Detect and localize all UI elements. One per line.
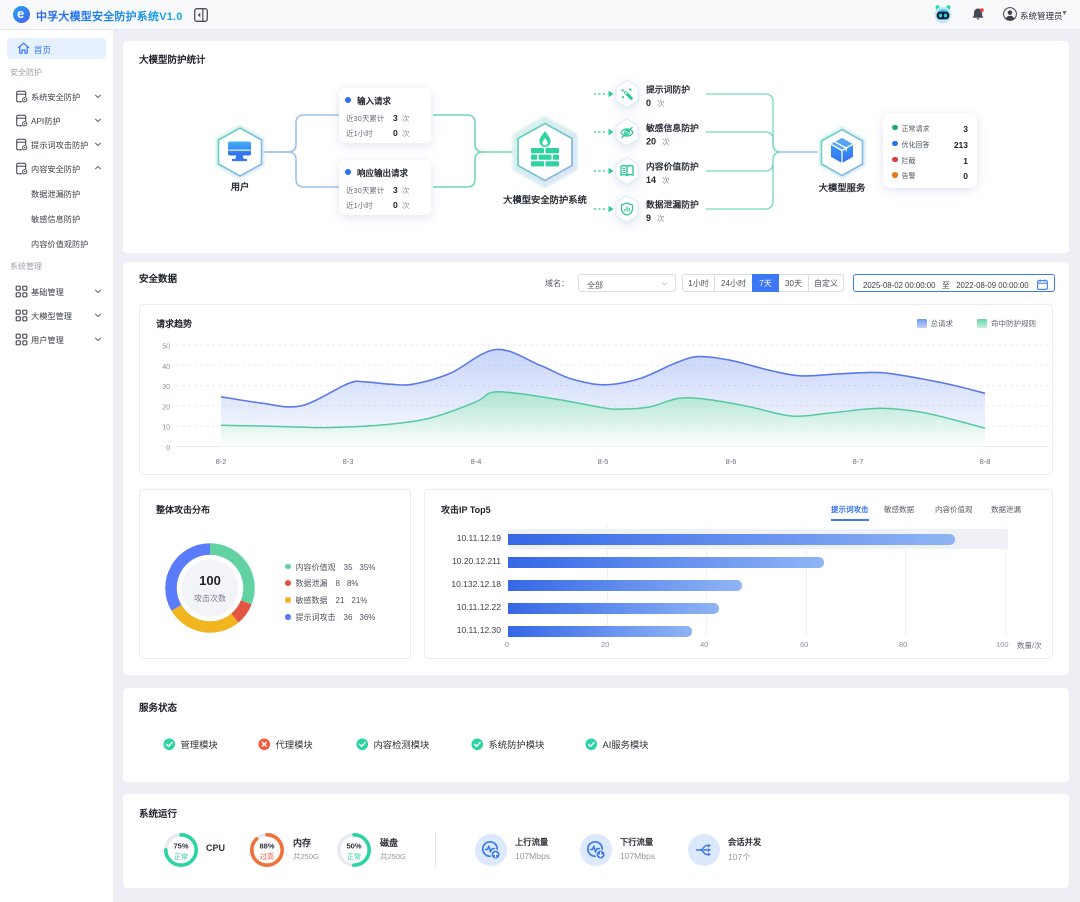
svg-text:8-6: 8-6	[726, 457, 737, 466]
svg-text:50%: 50%	[346, 842, 361, 851]
svg-text:过高: 过高	[260, 852, 274, 861]
svg-text:14次: 14 次	[646, 175, 670, 185]
svg-text:20次: 20 次	[646, 137, 670, 147]
svg-text:8-7: 8-7	[853, 457, 864, 466]
svg-text:8-2: 8-2	[216, 457, 227, 466]
svg-text:100: 100	[199, 573, 221, 588]
svg-text:8-3: 8-3	[343, 457, 354, 466]
svg-text:正常: 正常	[174, 852, 188, 861]
svg-text:用户: 用户	[230, 181, 250, 192]
svg-text:30: 30	[162, 384, 170, 391]
svg-text:内容价值防护: 内容价值防护	[646, 161, 699, 172]
svg-text:75%: 75%	[173, 842, 188, 851]
svg-text:0: 0	[166, 445, 170, 452]
svg-text:40: 40	[162, 364, 170, 371]
svg-text:提示词防护: 提示词防护	[646, 84, 690, 95]
svg-text:20: 20	[162, 404, 170, 411]
svg-text:50: 50	[162, 344, 170, 351]
svg-text:正常: 正常	[347, 852, 361, 861]
svg-text:8-4: 8-4	[471, 457, 482, 466]
svg-text:88%: 88%	[259, 842, 274, 851]
svg-text:大模型服务: 大模型服务	[819, 182, 866, 193]
svg-text:0次: 0次	[646, 98, 665, 108]
svg-text:数据泄漏防护: 数据泄漏防护	[645, 199, 699, 210]
svg-text:8-5: 8-5	[598, 457, 609, 466]
svg-text:10: 10	[162, 425, 170, 432]
svg-text:8-8: 8-8	[980, 457, 991, 466]
svg-text:9次: 9次	[646, 213, 665, 223]
svg-text:攻击次数: 攻击次数	[194, 593, 226, 603]
svg-text:大模型安全防护系统: 大模型安全防护系统	[503, 194, 587, 205]
svg-text:敏感信息防护: 敏感信息防护	[645, 122, 699, 133]
